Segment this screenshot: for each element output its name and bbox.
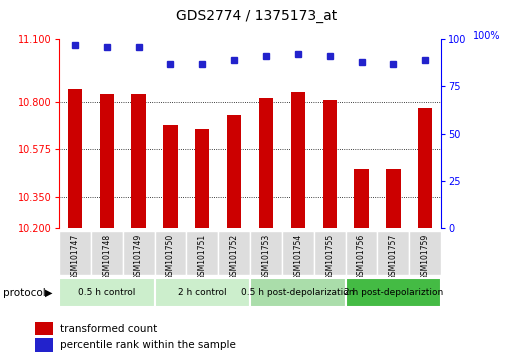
FancyBboxPatch shape (346, 231, 378, 275)
Bar (354, 170, 369, 228)
Text: GSM101756: GSM101756 (357, 234, 366, 280)
Bar (35, 338, 53, 352)
Bar (131, 94, 146, 228)
Text: transformed count: transformed count (60, 324, 157, 333)
Text: ▶: ▶ (45, 288, 52, 298)
FancyBboxPatch shape (378, 231, 409, 275)
Bar (227, 115, 241, 228)
Text: GSM101748: GSM101748 (102, 234, 111, 280)
Text: GSM101751: GSM101751 (198, 234, 207, 280)
Bar (323, 100, 337, 228)
FancyBboxPatch shape (59, 231, 91, 275)
Bar (291, 92, 305, 228)
Text: GSM101749: GSM101749 (134, 234, 143, 280)
Bar (163, 125, 177, 228)
FancyBboxPatch shape (91, 231, 123, 275)
FancyBboxPatch shape (123, 231, 154, 275)
FancyBboxPatch shape (59, 278, 154, 307)
Text: 2 h control: 2 h control (178, 288, 227, 297)
Text: GSM101757: GSM101757 (389, 234, 398, 280)
FancyBboxPatch shape (250, 278, 346, 307)
Text: protocol: protocol (3, 288, 45, 298)
FancyBboxPatch shape (314, 231, 346, 275)
FancyBboxPatch shape (250, 231, 282, 275)
Bar (418, 108, 432, 228)
Text: GSM101759: GSM101759 (421, 234, 430, 280)
Y-axis label: 100%: 100% (473, 32, 501, 41)
FancyBboxPatch shape (346, 278, 441, 307)
FancyBboxPatch shape (218, 231, 250, 275)
Bar (35, 322, 53, 335)
Text: 0.5 h post-depolarization: 0.5 h post-depolarization (241, 288, 354, 297)
Bar (259, 98, 273, 228)
FancyBboxPatch shape (154, 231, 186, 275)
Text: GSM101752: GSM101752 (230, 234, 239, 280)
Text: 0.5 h control: 0.5 h control (78, 288, 135, 297)
Text: 2 h post-depolariztion: 2 h post-depolariztion (344, 288, 443, 297)
FancyBboxPatch shape (186, 231, 218, 275)
Text: percentile rank within the sample: percentile rank within the sample (60, 340, 236, 350)
FancyBboxPatch shape (282, 231, 314, 275)
Bar (100, 94, 114, 228)
Text: GSM101755: GSM101755 (325, 234, 334, 280)
Text: GSM101747: GSM101747 (70, 234, 80, 280)
Text: GDS2774 / 1375173_at: GDS2774 / 1375173_at (176, 9, 337, 23)
Bar (386, 170, 401, 228)
Bar (195, 130, 209, 228)
FancyBboxPatch shape (409, 231, 441, 275)
Text: GSM101754: GSM101754 (293, 234, 302, 280)
Bar (68, 90, 82, 228)
FancyBboxPatch shape (154, 278, 250, 307)
Text: GSM101750: GSM101750 (166, 234, 175, 280)
Text: GSM101753: GSM101753 (262, 234, 270, 280)
